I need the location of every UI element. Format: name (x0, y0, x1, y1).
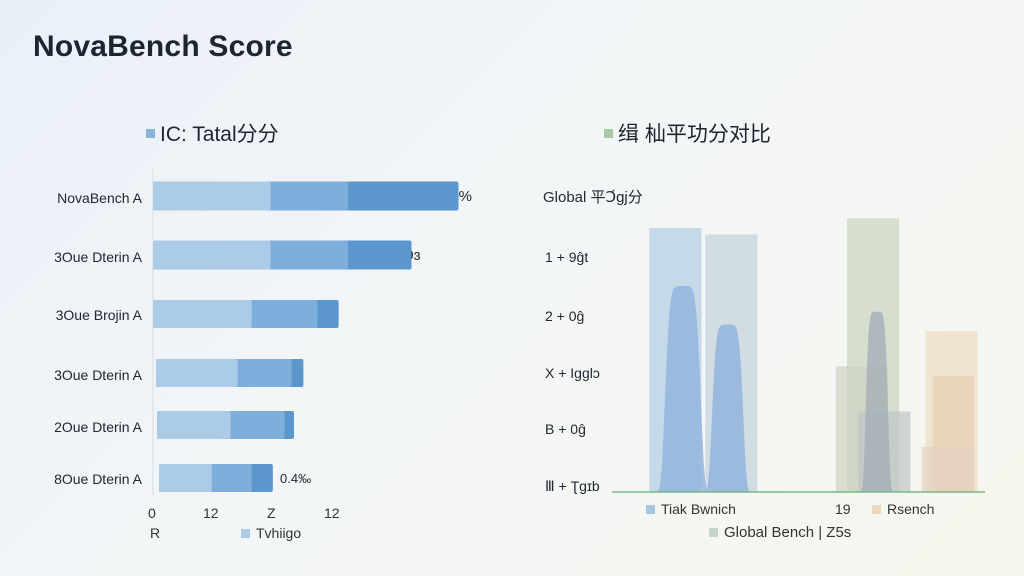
right-chart-title-text: 缉 杣平功分对比 (618, 123, 771, 146)
left-chart-title-text: IC: Tatal分分 (160, 123, 279, 146)
right-y-label: B + 0ĝ (545, 421, 586, 437)
legend-item-r: R (150, 525, 160, 541)
legend-label: Global Bench | Z5s (724, 524, 852, 541)
x-tick-label: 0 (148, 505, 156, 521)
bar-segment (157, 411, 231, 439)
bar-label: 3Oue Brojin A (55, 307, 142, 323)
bar-segment (153, 300, 252, 328)
legend-swatch (872, 504, 881, 514)
legend-label: Rsench (887, 501, 935, 517)
bar-label: 3Oue Dterin A (54, 249, 142, 265)
right-title-swatch (604, 128, 613, 138)
legend-item-rsench: Rsench (872, 501, 934, 517)
area-block (921, 446, 974, 492)
left-title-swatch (146, 128, 155, 138)
bar-segment (153, 240, 271, 270)
legend-swatch (709, 528, 718, 537)
right-y-label: X + Iɡɡlɔ (545, 365, 600, 381)
area-peak (858, 311, 896, 492)
legend-label: 19 (835, 501, 851, 517)
legend-label: R (150, 525, 161, 541)
area-peak (653, 285, 713, 492)
x-tick-label: 12 (203, 505, 219, 521)
legend-swatch (646, 504, 655, 514)
x-tick-label: 12 (324, 505, 340, 521)
right-axis-title: Global 平Ↄ́gj分 (543, 189, 643, 206)
bar-label: 2Oue Dterin A (54, 419, 142, 435)
right-y-label: 1 + 9ĝt (545, 249, 589, 265)
bar-segment (156, 359, 238, 387)
right-y-label: Ⅲ + Ʈgɪb (545, 478, 600, 494)
bar-value-label: 0.4‰ (280, 471, 312, 486)
bar-label: 8Oue Dterin A (54, 471, 142, 487)
bar-segment (159, 464, 212, 492)
area-peak (701, 324, 754, 492)
bar-segment (153, 181, 271, 211)
legend-item-global-bench: Global Bench | Z5s (709, 524, 851, 541)
x-tick-label: Z (267, 505, 276, 521)
legend-item-tiak: Tiak Bwnich (646, 501, 736, 517)
legend-item-19: 19 (835, 501, 851, 517)
legend-item-tvhiigo: Tvhiigo (241, 525, 301, 541)
right-chart-title: 缉 杣平功分对比 (604, 118, 771, 148)
legend-swatch (241, 528, 250, 538)
bar-label: 3Oue Dterin A (54, 367, 142, 383)
legend-label: Tiak Bwnich (661, 501, 736, 517)
page-title: NovaBench Score (33, 30, 293, 63)
left-chart-title: IC: Tatal分分 (146, 118, 279, 148)
right-y-label: 2 + 0ĝ (545, 308, 585, 324)
bar-label: NovaBench A (57, 190, 142, 206)
legend-label: Tvhiigo (256, 525, 302, 541)
